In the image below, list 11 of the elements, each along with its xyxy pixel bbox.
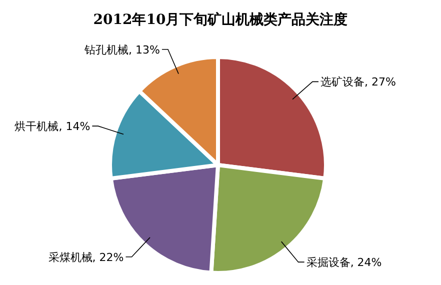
data-label: , 22% xyxy=(92,250,124,264)
data-label: , 27% xyxy=(364,76,396,89)
chart-title: 2012年10月下旬矿山机械类产品关注度 xyxy=(93,11,348,28)
data-label: , 24% xyxy=(350,256,382,270)
category: 选矿设备 xyxy=(320,76,365,89)
category: 烘干机械 xyxy=(14,120,59,134)
data-label: , 13% xyxy=(128,43,160,56)
data-label: , 14% xyxy=(58,120,90,134)
category: 采煤机械 xyxy=(48,250,92,264)
category: 采掘设备 xyxy=(306,256,350,270)
category: 钻孔机械 xyxy=(84,43,128,56)
